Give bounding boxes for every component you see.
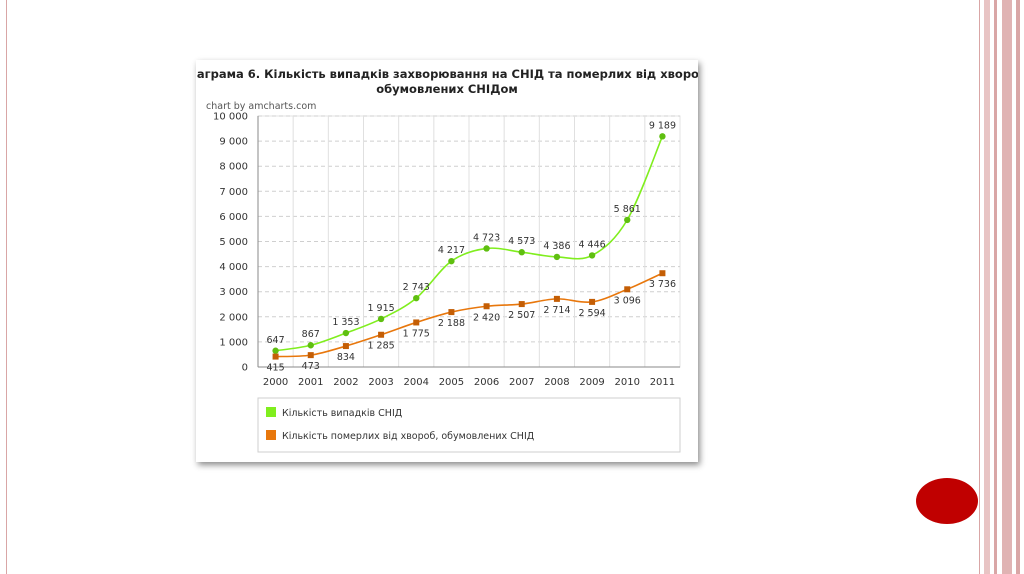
data-point [307, 352, 314, 359]
decorative-stripe [1002, 0, 1012, 574]
data-label: 647 [267, 335, 285, 346]
data-label: 4 386 [543, 241, 570, 252]
data-point [272, 347, 279, 354]
decorative-stripe [994, 0, 997, 574]
x-tick-label: 2011 [650, 377, 675, 388]
data-label: 867 [302, 329, 320, 340]
data-label: 2 188 [438, 318, 465, 329]
decorative-stripe [1016, 0, 1020, 574]
data-label: 5 861 [614, 204, 641, 215]
x-tick-label: 2001 [298, 377, 323, 388]
data-label: 4 217 [438, 245, 465, 256]
data-label: 1 915 [367, 303, 394, 314]
y-tick-label: 8 000 [219, 162, 248, 173]
legend-swatch [266, 430, 276, 440]
y-tick-label: 1 000 [219, 337, 248, 348]
data-label: 3 736 [649, 279, 676, 290]
data-label: 4 573 [508, 236, 535, 247]
chart-title-line2: обумовлених СНІДом [376, 82, 518, 96]
data-label: 415 [267, 363, 285, 374]
data-label: 4 446 [578, 239, 605, 250]
data-point [272, 353, 279, 360]
x-tick-label: 2005 [439, 377, 464, 388]
data-point [413, 319, 420, 326]
data-point [483, 245, 490, 252]
x-tick-label: 2000 [263, 377, 288, 388]
y-tick-label: 9 000 [219, 137, 248, 148]
x-tick-label: 2009 [579, 377, 604, 388]
data-point [448, 257, 455, 265]
data-point [518, 301, 525, 308]
line-chart: Діаграма 6. Кількість випадків захворюва… [183, 67, 711, 453]
legend-swatch [266, 407, 276, 417]
y-tick-label: 3 000 [219, 287, 248, 298]
data-label: 1 353 [332, 317, 359, 328]
slide-frame [6, 0, 980, 574]
data-label: 2 420 [473, 312, 500, 323]
x-tick-label: 2003 [368, 377, 393, 388]
data-point [659, 270, 666, 277]
data-point [624, 286, 631, 293]
data-point [377, 315, 385, 323]
data-label: 2 743 [403, 282, 430, 293]
data-point [553, 253, 561, 261]
data-point [483, 303, 490, 310]
y-tick-label: 5 000 [219, 237, 248, 248]
data-point [342, 343, 349, 350]
chart-title: Діаграма 6. Кількість випадків захворюва… [196, 67, 698, 81]
data-label: 834 [337, 352, 355, 363]
y-tick-label: 4 000 [219, 262, 248, 273]
y-tick-label: 7 000 [219, 187, 248, 198]
data-point [413, 294, 420, 302]
chart-credit: chart by amcharts.com [206, 101, 316, 112]
slide-decoration-oval [916, 478, 978, 524]
data-label: 4 723 [473, 232, 500, 243]
x-tick-label: 2004 [404, 377, 429, 388]
data-point [342, 329, 350, 337]
chart-card: Діаграма 6. Кількість випадків захворюва… [183, 60, 711, 462]
x-tick-label: 2002 [333, 377, 358, 388]
y-tick-label: 0 [242, 363, 248, 374]
x-tick-label: 2006 [474, 377, 499, 388]
legend-box [257, 397, 681, 453]
y-tick-label: 10 000 [213, 112, 248, 123]
data-label: 473 [302, 361, 320, 372]
x-tick-label: 2007 [509, 377, 534, 388]
data-label: 1 285 [367, 341, 394, 352]
legend-label: Кількість випадків СНІД [282, 408, 402, 419]
data-label: 1 775 [403, 328, 430, 339]
y-tick-label: 6 000 [219, 212, 248, 223]
data-point [589, 298, 596, 305]
x-tick-label: 2010 [615, 377, 640, 388]
decorative-stripe [984, 0, 990, 574]
data-label: 2 507 [508, 310, 535, 321]
data-point [553, 295, 560, 302]
x-tick-label: 2008 [544, 377, 569, 388]
data-point [448, 309, 455, 316]
data-point [307, 342, 314, 349]
data-point [378, 331, 385, 338]
legend-label: Кількість померлих від хвороб, обумовлен… [282, 431, 534, 442]
data-label: 9 189 [649, 120, 676, 131]
data-label: 2 714 [543, 305, 570, 316]
data-point [624, 216, 631, 224]
data-label: 2 594 [578, 308, 605, 319]
data-label: 3 096 [614, 295, 641, 306]
data-point [588, 252, 596, 259]
data-point [659, 133, 666, 140]
y-tick-label: 2 000 [219, 312, 248, 323]
data-point [518, 249, 525, 256]
